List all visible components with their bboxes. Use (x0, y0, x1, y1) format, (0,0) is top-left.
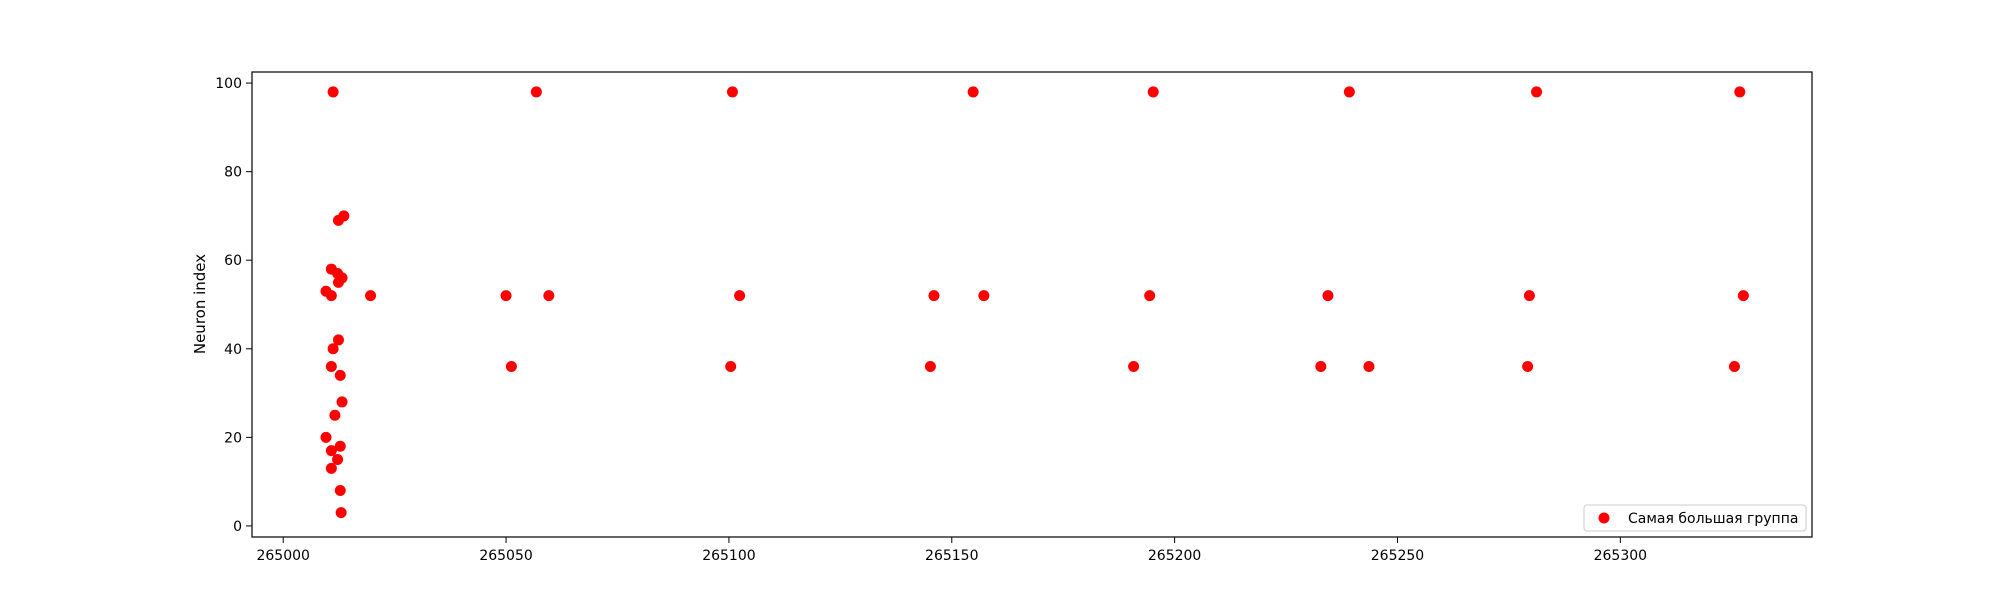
scatter-point (978, 290, 990, 302)
scatter-point (334, 485, 346, 496)
x-tick-label: 265300 (1594, 548, 1647, 564)
scatter-point (332, 454, 344, 465)
scatter-point (325, 290, 337, 302)
scatter-point (332, 334, 344, 346)
scatter-point (325, 445, 337, 457)
scatter-point (500, 290, 512, 302)
scatter-markers (320, 86, 1749, 519)
scatter-point (1734, 86, 1746, 98)
scatter-point (1531, 86, 1543, 98)
scatter-point (1322, 290, 1334, 302)
y-tick-label: 20 (224, 430, 242, 446)
scatter-point (334, 369, 346, 381)
scatter-point (1343, 86, 1355, 98)
legend-label: Самая большая группа (1628, 511, 1798, 527)
x-tick-label: 265000 (256, 548, 309, 564)
scatter-point (505, 361, 517, 372)
scatter-point (325, 361, 337, 372)
x-tick-label: 265200 (1148, 548, 1201, 564)
scatter-point (1315, 361, 1327, 372)
scatter-point (1737, 290, 1749, 302)
x-tick-label: 265250 (1371, 548, 1424, 564)
scatter-point (327, 86, 339, 98)
scatter-point (334, 440, 346, 452)
scatter-point (967, 86, 979, 98)
y-tick-label: 100 (215, 76, 242, 92)
scatter-point (365, 290, 377, 302)
scatter-point (1144, 290, 1156, 302)
y-tick-label: 0 (233, 519, 242, 535)
scatter-point (329, 409, 341, 421)
scatter-point (924, 361, 936, 372)
scatter-point (327, 343, 339, 355)
scatter-point (530, 86, 542, 98)
scatter-point (335, 507, 347, 519)
scatter-point (332, 214, 344, 226)
y-axis: 0 20 40 60 80 100 (215, 76, 252, 535)
scatter-point (320, 431, 332, 443)
scatter-point (928, 290, 940, 302)
plot-area (251, 71, 1813, 538)
scatter-point (1363, 361, 1375, 372)
legend-marker (1598, 512, 1610, 524)
scatter-point (336, 396, 348, 408)
x-tick-label: 265100 (702, 548, 755, 564)
scatter-point (1523, 290, 1535, 302)
scatter-point (726, 86, 738, 98)
scatter-point (1728, 361, 1740, 372)
scatter-point (332, 276, 344, 288)
x-tick-label: 265150 (925, 548, 978, 564)
y-tick-label: 40 (224, 342, 242, 358)
scatter-point (543, 290, 555, 302)
scatter-point (1522, 361, 1534, 372)
scatter-point (734, 290, 746, 302)
plot-frame (251, 71, 1813, 538)
legend: Самая большая группа (1583, 504, 1807, 532)
x-axis: 265000 265050 265100 265150 265200 265250 2653… (256, 537, 1647, 564)
scatter-point (1128, 361, 1140, 372)
y-axis-label: Neuron index (191, 254, 209, 354)
y-tick-label: 80 (224, 165, 242, 181)
scatter-point (725, 361, 737, 372)
x-tick-label: 265050 (479, 548, 532, 564)
y-tick-label: 60 (224, 253, 242, 269)
scatter-point (1147, 86, 1159, 98)
legend-box (1583, 504, 1807, 532)
scatter-point (325, 462, 337, 474)
